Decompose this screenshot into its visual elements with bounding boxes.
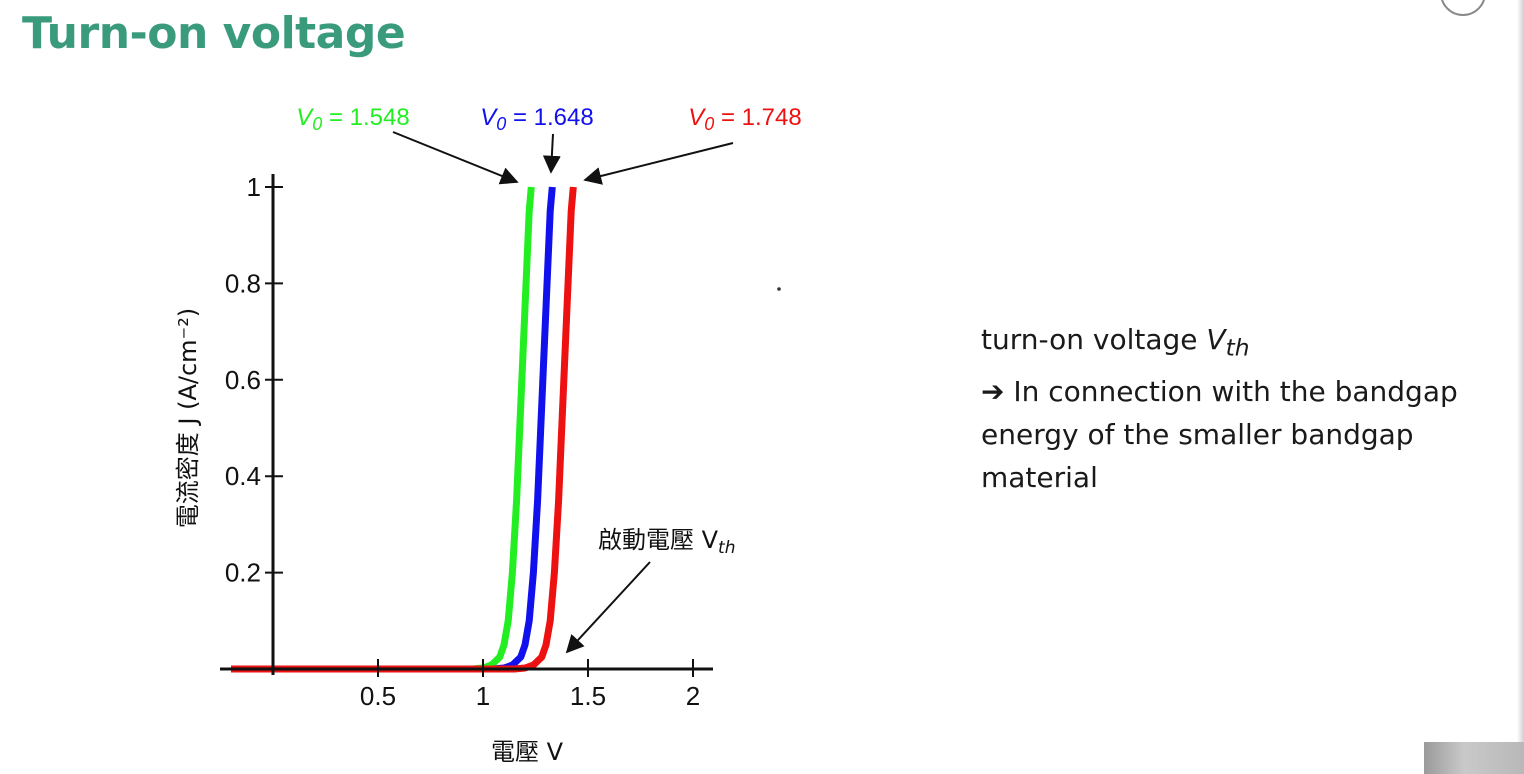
x-tick-label-2: 1 [476,681,490,711]
y-tick-label-2: 0.4 [225,461,261,491]
window-edge [1517,0,1524,742]
y-tick-label-4: 0.8 [225,268,261,298]
y-tick-label-5: 1 [247,172,261,202]
series-arrow-3 [583,142,734,185]
series-label-3: V0 = 1.748 [688,104,801,134]
notes-line-1-var: V [1206,323,1226,356]
labels-layer: 電壓 V 電流密度 J (A/cm⁻²) V0 = 1.548 V0 = 1.648 V… [174,104,802,766]
x-tick-label-3: 1.5 [570,681,606,711]
y-tick-label-3: 0.6 [225,365,261,395]
vth-arrow [565,561,651,654]
notes-line-1: turn-on voltage Vth [981,318,1511,370]
series-layer [231,186,577,673]
slide-title: Turn-on voltage [22,8,406,59]
notes-line-1-text: turn-on voltage [981,323,1207,356]
notes-text: turn-on voltage Vth ➔ In connection with… [981,318,1511,499]
video-thumbnail [1424,742,1524,774]
right-arrow-icon: ➔ [981,374,1005,408]
series-arrow-1 [392,131,519,185]
notes-line-1-sub: th [1225,333,1250,362]
series-line-1 [231,186,535,673]
series-line-2 [231,186,556,673]
notes-line-2: ➔ In connection with the bandgap energy … [981,370,1511,499]
series-label-1: V0 = 1.548 [296,104,409,134]
x-axis-title: 電壓 V [491,738,564,766]
stray-dot [777,287,781,291]
series-label-2: V0 = 1.648 [480,104,593,134]
x-tick-label-1: 0.5 [360,681,396,711]
notes-line-2-text: In connection with the bandgap energy of… [981,374,1458,494]
vth-annotation: 啟動電壓 Vth [598,526,736,558]
axes-layer: 0.5 1 1.5 2 0.2 0.4 0.6 0.8 1 [220,172,713,711]
y-axis-title: 電流密度 J (A/cm⁻²) [174,308,202,528]
y-tick-label-1: 0.2 [225,558,261,588]
x-tick-label-4: 2 [686,681,700,711]
series-arrow-2 [542,133,561,174]
